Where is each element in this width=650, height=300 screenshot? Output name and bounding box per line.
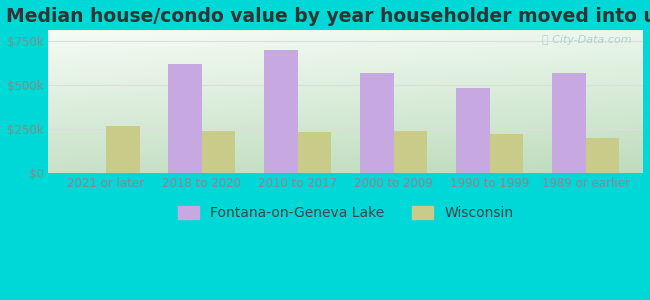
Title: Median house/condo value by year householder moved into unit: Median house/condo value by year househo… — [6, 7, 650, 26]
Bar — [106, 126, 140, 173]
Legend: Fontana-on-Geneva Lake, Wisconsin: Fontana-on-Geneva Lake, Wisconsin — [173, 201, 519, 226]
Bar — [168, 64, 202, 173]
Bar — [394, 131, 427, 173]
Bar — [456, 88, 489, 173]
Bar — [552, 73, 586, 173]
Bar — [202, 131, 235, 173]
Text: ⓘ City-Data.com: ⓘ City-Data.com — [541, 34, 631, 45]
Bar — [264, 50, 298, 173]
Bar — [586, 138, 619, 173]
Bar — [298, 133, 332, 173]
Bar — [360, 73, 394, 173]
Bar — [489, 134, 523, 173]
